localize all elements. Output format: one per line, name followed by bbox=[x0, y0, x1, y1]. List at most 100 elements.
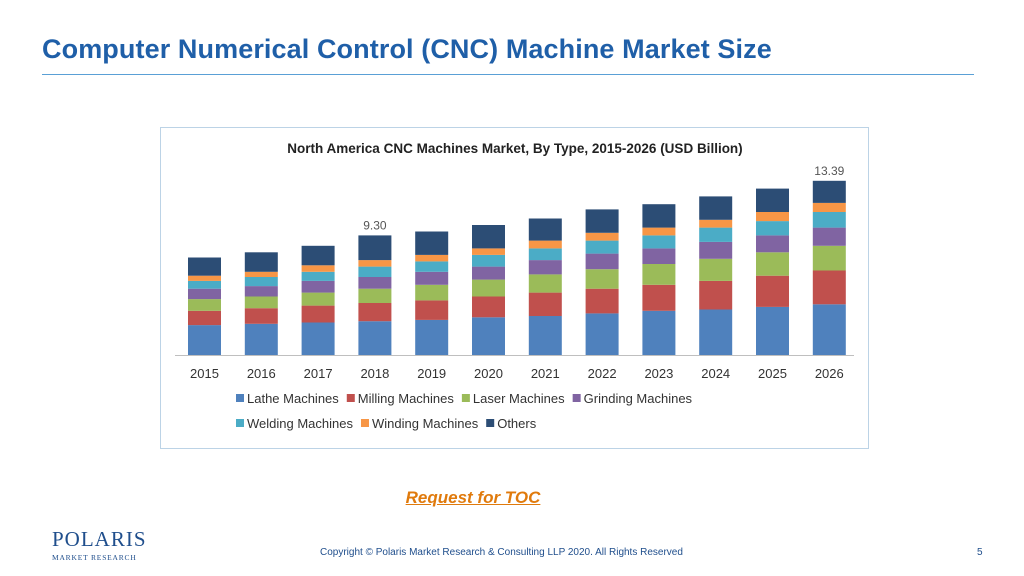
legend-label-lathe-machines: Lathe Machines bbox=[247, 391, 339, 406]
bar-laser-machines-2021 bbox=[528, 274, 562, 293]
bar-milling-machines-2017 bbox=[301, 305, 335, 323]
legend-label-welding-machines: Welding Machines bbox=[247, 416, 353, 431]
bar-milling-machines-2022 bbox=[585, 288, 619, 314]
bar-lathe-machines-2025 bbox=[756, 306, 789, 355]
bar-grinding-machines-2023 bbox=[642, 248, 676, 264]
legend-label-milling-machines: Milling Machines bbox=[358, 391, 455, 406]
polaris-logo: POLARIS MARKET RESEARCH bbox=[52, 527, 147, 563]
chart-frame: North America CNC Machines Market, By Ty… bbox=[160, 127, 869, 449]
bar-lathe-machines-2018 bbox=[358, 321, 392, 355]
bar-winding-machines-2015 bbox=[188, 275, 221, 281]
bar-grinding-machines-2016 bbox=[244, 286, 278, 297]
legend-swatch-winding-machines bbox=[360, 419, 369, 427]
bar-laser-machines-2018 bbox=[358, 288, 392, 303]
bar-winding-machines-2026 bbox=[812, 202, 846, 212]
bar-grinding-machines-2018 bbox=[358, 277, 392, 289]
legend-label-winding-machines: Winding Machines bbox=[372, 416, 479, 431]
legend-swatch-welding-machines bbox=[236, 419, 244, 427]
request-toc-link[interactable]: Request for TOC bbox=[405, 488, 541, 507]
bar-winding-machines-2020 bbox=[472, 248, 505, 255]
x-tick-label-2016: 2016 bbox=[247, 366, 276, 381]
bar-laser-machines-2020 bbox=[472, 279, 505, 297]
bar-others-2016 bbox=[244, 252, 278, 272]
bar-winding-machines-2018 bbox=[358, 260, 392, 267]
x-tick-label-2026: 2026 bbox=[815, 366, 844, 381]
logo-text: POLARIS bbox=[52, 527, 147, 551]
legend-label-laser-machines: Laser Machines bbox=[473, 391, 565, 406]
bar-winding-machines-2016 bbox=[244, 271, 278, 277]
bar-milling-machines-2018 bbox=[358, 303, 392, 322]
bar-grinding-machines-2019 bbox=[415, 271, 449, 285]
bar-others-2022 bbox=[585, 209, 619, 233]
bar-welding-machines-2016 bbox=[244, 277, 278, 287]
bar-grinding-machines-2022 bbox=[585, 253, 619, 270]
bar-laser-machines-2026 bbox=[812, 245, 846, 271]
bar-others-2025 bbox=[756, 188, 789, 212]
bar-laser-machines-2024 bbox=[699, 258, 733, 281]
bar-lathe-machines-2024 bbox=[699, 309, 733, 355]
bar-lathe-machines-2026 bbox=[812, 304, 846, 355]
bar-welding-machines-2025 bbox=[756, 221, 789, 236]
bar-lathe-machines-2020 bbox=[472, 317, 505, 355]
bar-welding-machines-2018 bbox=[358, 266, 392, 277]
bar-laser-machines-2017 bbox=[301, 292, 335, 306]
bar-winding-machines-2024 bbox=[699, 219, 733, 228]
x-tick-label-2024: 2024 bbox=[701, 366, 730, 381]
bar-milling-machines-2016 bbox=[244, 308, 278, 324]
bar-lathe-machines-2019 bbox=[415, 319, 449, 355]
bar-grinding-machines-2024 bbox=[699, 241, 733, 259]
legend-swatch-lathe-machines bbox=[236, 394, 244, 402]
bar-winding-machines-2022 bbox=[585, 232, 619, 241]
bar-milling-machines-2021 bbox=[528, 292, 562, 316]
bar-others-2026 bbox=[812, 180, 846, 203]
bar-others-2017 bbox=[301, 245, 335, 266]
legend-label-grinding-machines: Grinding Machines bbox=[584, 391, 693, 406]
chart-svg: North America CNC Machines Market, By Ty… bbox=[175, 141, 854, 431]
legend-label-others: Others bbox=[497, 416, 537, 431]
bar-winding-machines-2025 bbox=[756, 212, 789, 222]
bar-welding-machines-2015 bbox=[188, 280, 221, 289]
bar-lathe-machines-2017 bbox=[301, 322, 335, 355]
legend-swatch-laser-machines bbox=[461, 394, 470, 402]
bar-grinding-machines-2025 bbox=[756, 235, 789, 253]
bar-lathe-machines-2022 bbox=[585, 313, 619, 355]
title-divider bbox=[42, 74, 974, 75]
total-label-2026: 13.39 bbox=[814, 164, 844, 178]
legend-swatch-grinding-machines bbox=[572, 394, 581, 402]
bar-others-2019 bbox=[415, 231, 449, 255]
bar-others-2018 bbox=[358, 235, 392, 261]
bar-lathe-machines-2021 bbox=[528, 316, 562, 355]
x-tick-label-2023: 2023 bbox=[644, 366, 673, 381]
bar-welding-machines-2017 bbox=[301, 271, 335, 281]
bar-winding-machines-2019 bbox=[415, 254, 449, 262]
x-tick-label-2021: 2021 bbox=[531, 366, 560, 381]
logo-subtext: MARKET RESEARCH bbox=[52, 553, 137, 562]
bar-laser-machines-2015 bbox=[188, 299, 221, 311]
bar-grinding-machines-2021 bbox=[528, 260, 562, 275]
x-tick-label-2015: 2015 bbox=[190, 366, 219, 381]
bar-welding-machines-2021 bbox=[528, 248, 562, 261]
slide-title: Computer Numerical Control (CNC) Machine… bbox=[42, 34, 772, 64]
bar-winding-machines-2021 bbox=[528, 240, 562, 249]
bar-welding-machines-2023 bbox=[642, 235, 676, 249]
legend-swatch-milling-machines bbox=[346, 394, 355, 402]
bar-welding-machines-2026 bbox=[812, 212, 846, 228]
bar-milling-machines-2023 bbox=[642, 284, 676, 311]
x-tick-label-2017: 2017 bbox=[304, 366, 333, 381]
total-label-2018: 9.30 bbox=[363, 218, 387, 232]
bar-lathe-machines-2015 bbox=[188, 325, 221, 355]
bar-laser-machines-2022 bbox=[585, 269, 619, 289]
bar-grinding-machines-2015 bbox=[188, 288, 221, 300]
bar-grinding-machines-2026 bbox=[812, 227, 846, 246]
bar-winding-machines-2017 bbox=[301, 265, 335, 272]
bar-lathe-machines-2023 bbox=[642, 310, 676, 355]
bar-others-2021 bbox=[528, 218, 562, 241]
bar-milling-machines-2015 bbox=[188, 310, 221, 326]
bar-welding-machines-2019 bbox=[415, 261, 449, 272]
bar-laser-machines-2016 bbox=[244, 296, 278, 309]
bar-others-2015 bbox=[188, 257, 221, 276]
bar-grinding-machines-2020 bbox=[472, 266, 505, 280]
legend-swatch-others bbox=[486, 419, 495, 427]
bar-grinding-machines-2017 bbox=[301, 280, 335, 293]
bar-welding-machines-2024 bbox=[699, 227, 733, 242]
